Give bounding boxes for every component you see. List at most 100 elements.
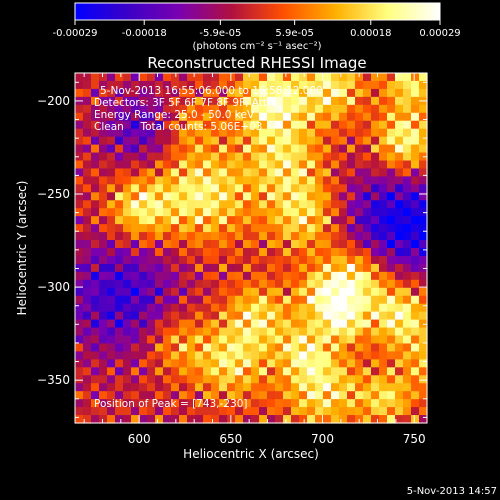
- heatmap-cell: [331, 375, 340, 384]
- heatmap-cell: [235, 375, 244, 384]
- heatmap-cell: [131, 343, 140, 353]
- heatmap-cell: [387, 112, 396, 122]
- heatmap-cell: [235, 351, 244, 360]
- heatmap-cell: [83, 208, 92, 217]
- heatmap-cell: [131, 152, 140, 162]
- heatmap-cell: [211, 208, 220, 217]
- heatmap-cell: [315, 415, 324, 424]
- heatmap-cell: [251, 327, 260, 337]
- heatmap-cell: [403, 343, 412, 353]
- heatmap-cell: [123, 144, 132, 154]
- heatmap-cell: [363, 311, 372, 321]
- heatmap-cell: [187, 104, 196, 114]
- heatmap-cell: [219, 112, 228, 122]
- heatmap-cell: [299, 208, 308, 217]
- heatmap-cell: [323, 73, 332, 82]
- heatmap-cell: [251, 184, 260, 193]
- heatmap-cell: [115, 73, 124, 82]
- heatmap-cell: [299, 303, 308, 313]
- heatmap-cell: [267, 287, 276, 297]
- heatmap-cell: [291, 311, 300, 321]
- heatmap-cell: [227, 80, 236, 90]
- heatmap-cell: [395, 88, 404, 98]
- heatmap-cell: [371, 407, 380, 416]
- heatmap-image: [75, 73, 428, 424]
- heatmap-cell: [155, 391, 164, 400]
- heatmap-cell: [259, 160, 268, 170]
- heatmap-cell: [155, 399, 164, 408]
- heatmap-cell: [339, 287, 348, 297]
- heatmap-cell: [75, 160, 84, 170]
- heatmap-cell: [211, 104, 220, 114]
- heatmap-cell: [251, 359, 260, 368]
- heatmap-cell: [171, 224, 180, 233]
- heatmap-cell: [195, 224, 204, 233]
- heatmap-cell: [267, 383, 276, 392]
- heatmap-cell: [115, 96, 124, 106]
- heatmap-cell: [195, 144, 204, 154]
- heatmap-cell: [75, 359, 84, 368]
- heatmap-cell: [307, 263, 316, 273]
- heatmap-cell: [179, 415, 188, 424]
- heatmap-cell: [315, 224, 324, 233]
- heatmap-cell: [75, 232, 84, 241]
- heatmap-cell: [259, 359, 268, 368]
- heatmap-cell: [387, 311, 396, 321]
- heatmap-cell: [163, 112, 172, 122]
- heatmap-cell: [115, 200, 124, 209]
- heatmap-cell: [179, 104, 188, 114]
- heatmap-cell: [355, 287, 364, 297]
- heatmap-cell: [227, 407, 236, 416]
- heatmap-cell: [251, 343, 260, 353]
- heatmap-cell: [339, 343, 348, 353]
- heatmap-cell: [339, 232, 348, 241]
- heatmap-cell: [387, 271, 396, 281]
- heatmap-cell: [251, 104, 260, 114]
- heatmap-cell: [115, 295, 124, 305]
- heatmap-cell: [107, 144, 116, 154]
- heatmap-cell: [115, 287, 124, 297]
- heatmap-cell: [163, 311, 172, 321]
- heatmap-cell: [403, 351, 412, 360]
- heatmap-cell: [307, 128, 316, 138]
- heatmap-cell: [211, 136, 220, 146]
- heatmap-cell: [139, 136, 148, 146]
- heatmap-cell: [379, 240, 388, 249]
- heatmap-cell: [75, 375, 84, 384]
- heatmap-cell: [387, 200, 396, 209]
- heatmap-cell: [107, 255, 116, 265]
- heatmap-cell: [363, 144, 372, 154]
- heatmap-cell: [419, 136, 428, 146]
- heatmap-cell: [355, 152, 364, 162]
- heatmap-cell: [219, 311, 228, 321]
- heatmap-cell: [259, 208, 268, 217]
- heatmap-cell: [371, 335, 380, 345]
- heatmap-cell: [203, 192, 212, 201]
- heatmap-cell: [219, 327, 228, 337]
- heatmap-cell: [395, 232, 404, 241]
- heatmap-cell: [227, 303, 236, 313]
- heatmap-cell: [115, 407, 124, 416]
- heatmap-cell: [155, 232, 164, 241]
- y-tick-label: −350: [37, 373, 70, 387]
- heatmap-cell: [299, 359, 308, 368]
- heatmap-cell: [99, 104, 108, 114]
- heatmap-cell: [259, 383, 268, 392]
- heatmap-cell: [115, 80, 124, 90]
- heatmap-cell: [291, 120, 300, 130]
- heatmap-cell: [203, 391, 212, 400]
- heatmap-cell: [291, 351, 300, 360]
- heatmap-cell: [163, 208, 172, 217]
- heatmap-cell: [307, 255, 316, 265]
- heatmap-cell: [107, 208, 116, 217]
- heatmap-cell: [379, 120, 388, 130]
- heatmap-cell: [347, 160, 356, 170]
- heatmap-cell: [91, 136, 100, 146]
- heatmap-cell: [195, 391, 204, 400]
- heatmap-cell: [307, 80, 316, 90]
- heatmap-cell: [395, 367, 404, 376]
- heatmap-cell: [211, 192, 220, 201]
- x-tick-label: 700: [311, 432, 334, 446]
- heatmap-cell: [387, 80, 396, 90]
- heatmap-cell: [259, 287, 268, 297]
